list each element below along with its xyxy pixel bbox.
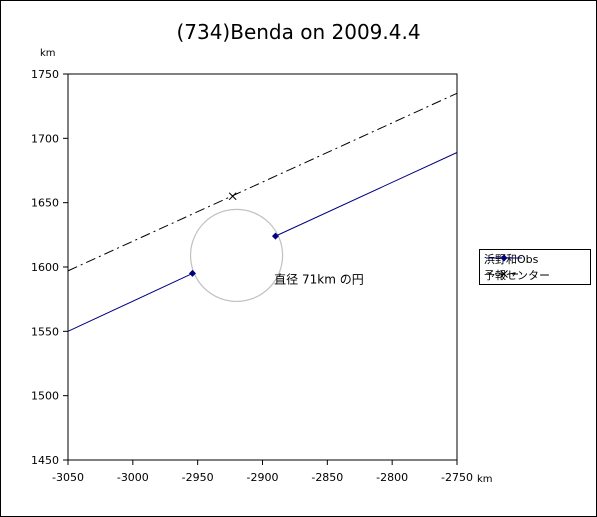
x-tick-label: -3050: [52, 471, 84, 484]
plot-area: [67, 73, 458, 461]
circle-annotation: 直径 71km の円: [274, 273, 364, 287]
observation-point-diamond: [271, 232, 279, 240]
x-tick-label: -2850: [311, 471, 343, 484]
chart-marks: 直径 71km の円: [67, 92, 458, 332]
observation-line: [275, 152, 458, 237]
prediction-center-x-marker: [228, 192, 237, 201]
y-axis-unit: km: [40, 48, 56, 59]
y-tick-label: 1650: [31, 197, 59, 210]
legend-swatch-solid-diamond: [486, 254, 522, 262]
legend-item-series-1: 浜野和Obs: [484, 252, 538, 266]
legend: 浜野和Obs 予報センター: [479, 249, 591, 285]
x-marker-stroke: [228, 192, 237, 201]
x-tick-label: -2750: [441, 471, 473, 484]
x-axis-unit: km: [477, 474, 493, 485]
chart-title: (734)Benda on 2009.4.4: [176, 20, 421, 44]
x-tick-label: -2800: [376, 471, 408, 484]
y-axis-ticks: 1450 1500 1550 1600 1650 1700 1750: [31, 68, 68, 467]
y-tick-label: 1600: [31, 261, 59, 274]
x-tick-label: -3000: [117, 471, 149, 484]
x-tick-label: -2900: [247, 471, 279, 484]
legend-label-series-1: 浜野和Obs: [484, 253, 539, 266]
legend-swatch-dashdot-x: [486, 270, 522, 278]
y-tick-label: 1750: [31, 68, 59, 81]
legend-label-series-2: 予報センター: [484, 269, 550, 282]
x-tick-label: -2950: [182, 471, 214, 484]
observation-line: [67, 272, 193, 332]
y-tick-label: 1550: [31, 325, 59, 338]
x-axis-ticks: -3050 -3000 -2950 -2900 -2850 -2800 -2750: [52, 460, 473, 484]
diameter-circle: [189, 208, 284, 303]
y-tick-label: 1450: [31, 454, 59, 467]
observation-point-diamond: [188, 269, 196, 277]
legend-item-series-2: 予報センター: [484, 268, 550, 282]
y-tick-label: 1500: [31, 390, 59, 403]
y-tick-label: 1700: [31, 132, 59, 145]
